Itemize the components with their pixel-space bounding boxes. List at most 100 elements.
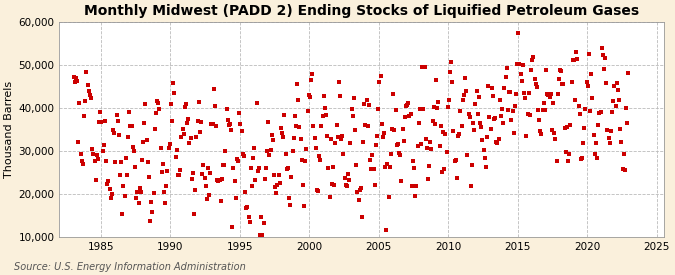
Point xyxy=(494,98,505,102)
Point xyxy=(122,172,132,177)
Point xyxy=(486,86,497,90)
Point xyxy=(252,169,263,174)
Point xyxy=(512,62,522,66)
Point xyxy=(272,183,283,188)
Point xyxy=(249,145,260,150)
Point xyxy=(402,103,412,107)
Point xyxy=(564,152,574,157)
Point xyxy=(576,156,587,160)
Point xyxy=(87,147,98,151)
Point xyxy=(243,215,254,220)
Point xyxy=(551,159,562,164)
Point xyxy=(242,205,252,209)
Point xyxy=(189,212,200,216)
Point xyxy=(348,96,359,101)
Point xyxy=(225,122,236,126)
Point xyxy=(250,178,261,182)
Point xyxy=(113,133,124,137)
Point xyxy=(545,92,556,97)
Point xyxy=(128,149,139,153)
Point xyxy=(266,133,277,137)
Point xyxy=(84,92,95,97)
Point xyxy=(461,89,472,93)
Point xyxy=(303,93,314,97)
Point xyxy=(99,119,110,123)
Point xyxy=(92,157,103,161)
Point xyxy=(230,179,240,183)
Point xyxy=(560,150,571,154)
Point xyxy=(426,147,437,151)
Point xyxy=(133,201,144,205)
Point xyxy=(211,124,221,128)
Point xyxy=(470,101,481,106)
Point xyxy=(364,103,375,107)
Point xyxy=(149,126,160,131)
Point xyxy=(337,134,348,138)
Point xyxy=(410,194,421,199)
Point xyxy=(560,125,570,130)
Point xyxy=(80,98,90,103)
Point xyxy=(236,129,247,133)
Point xyxy=(524,113,535,117)
Point xyxy=(518,90,529,95)
Point xyxy=(423,177,433,181)
Point xyxy=(429,105,439,109)
Point xyxy=(95,110,106,114)
Point xyxy=(352,189,362,194)
Point xyxy=(81,69,92,74)
Point xyxy=(526,68,537,72)
Point xyxy=(466,163,477,167)
Point xyxy=(173,172,184,177)
Point xyxy=(421,146,432,150)
Point xyxy=(379,131,389,135)
Point xyxy=(427,119,438,123)
Point xyxy=(238,154,249,158)
Point xyxy=(481,165,491,169)
Point xyxy=(117,212,128,216)
Point xyxy=(214,178,225,182)
Point xyxy=(583,84,593,88)
Point xyxy=(508,131,519,136)
Point xyxy=(587,96,598,100)
Point xyxy=(107,192,117,196)
Point xyxy=(513,31,524,35)
Point xyxy=(173,173,184,177)
Point xyxy=(86,96,97,101)
Point xyxy=(111,113,122,117)
Point xyxy=(542,92,553,96)
Point xyxy=(454,132,464,136)
Point xyxy=(78,161,88,166)
Point xyxy=(359,102,370,106)
Point xyxy=(612,81,622,85)
Point xyxy=(578,141,589,145)
Point xyxy=(490,116,501,120)
Point xyxy=(528,54,539,59)
Point xyxy=(162,169,173,174)
Point xyxy=(594,110,605,115)
Point xyxy=(521,134,532,138)
Point xyxy=(165,142,176,147)
Point xyxy=(271,191,281,195)
Point xyxy=(125,124,136,129)
Point xyxy=(283,166,294,171)
Point xyxy=(441,150,452,154)
Point xyxy=(280,152,291,157)
Point xyxy=(354,188,365,192)
Point xyxy=(367,153,378,158)
Point xyxy=(163,145,174,150)
Point xyxy=(556,69,566,73)
Point xyxy=(310,146,321,151)
Point xyxy=(418,106,429,111)
Point xyxy=(431,78,441,82)
Point xyxy=(200,184,211,188)
Point xyxy=(425,140,436,144)
Point xyxy=(119,194,130,199)
Point xyxy=(170,155,181,159)
Point xyxy=(395,153,406,157)
Point xyxy=(482,134,493,139)
Point xyxy=(288,136,299,141)
Point xyxy=(82,83,93,87)
Point xyxy=(147,210,158,214)
Point xyxy=(238,152,248,156)
Point xyxy=(439,167,450,171)
